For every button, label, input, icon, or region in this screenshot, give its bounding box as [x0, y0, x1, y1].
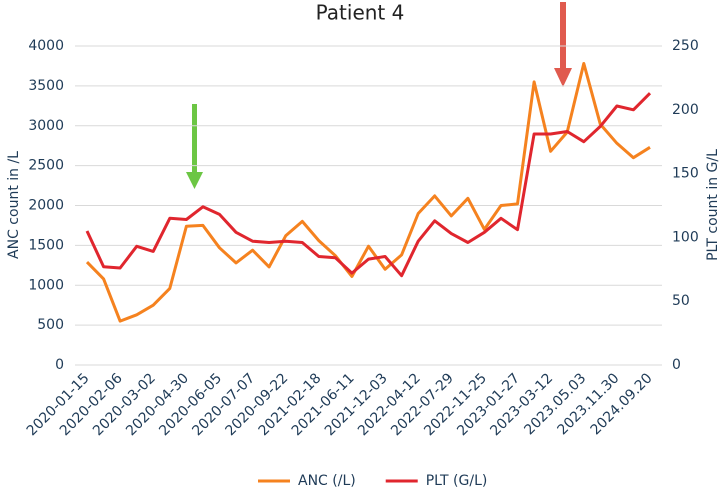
- legend-label: PLT (G/L): [426, 473, 488, 489]
- y2-axis-label: PLT count in G/L: [705, 149, 721, 261]
- y2-tick-label: 100: [672, 229, 699, 245]
- y-tick-label: 2000: [28, 198, 64, 214]
- y-tick-label: 3500: [28, 78, 64, 94]
- y-tick-label: 500: [37, 317, 64, 333]
- y-tick-label: 3000: [28, 118, 64, 134]
- red-arrow: [554, 2, 572, 87]
- y2-tick-label: 50: [672, 293, 690, 309]
- series-line: [85, 62, 651, 323]
- y2-tick-label: 250: [672, 38, 699, 54]
- chart-title: Patient 4: [316, 1, 405, 25]
- y2-tick-label: 150: [672, 166, 699, 182]
- y-tick-label: 1500: [28, 237, 64, 253]
- y-tick-label: 1000: [28, 277, 64, 293]
- green-arrow: [186, 104, 203, 189]
- y2-tick-label: 200: [672, 102, 699, 118]
- y-tick-label: 2500: [28, 158, 64, 174]
- y-tick-label: 0: [55, 357, 64, 373]
- y-tick-label: 4000: [28, 38, 64, 54]
- legend-label: ANC (/L): [298, 473, 356, 489]
- series-line: [85, 92, 652, 278]
- y2-tick-label: 0: [672, 357, 681, 373]
- y-axis-label: ANC count in /L: [6, 151, 22, 259]
